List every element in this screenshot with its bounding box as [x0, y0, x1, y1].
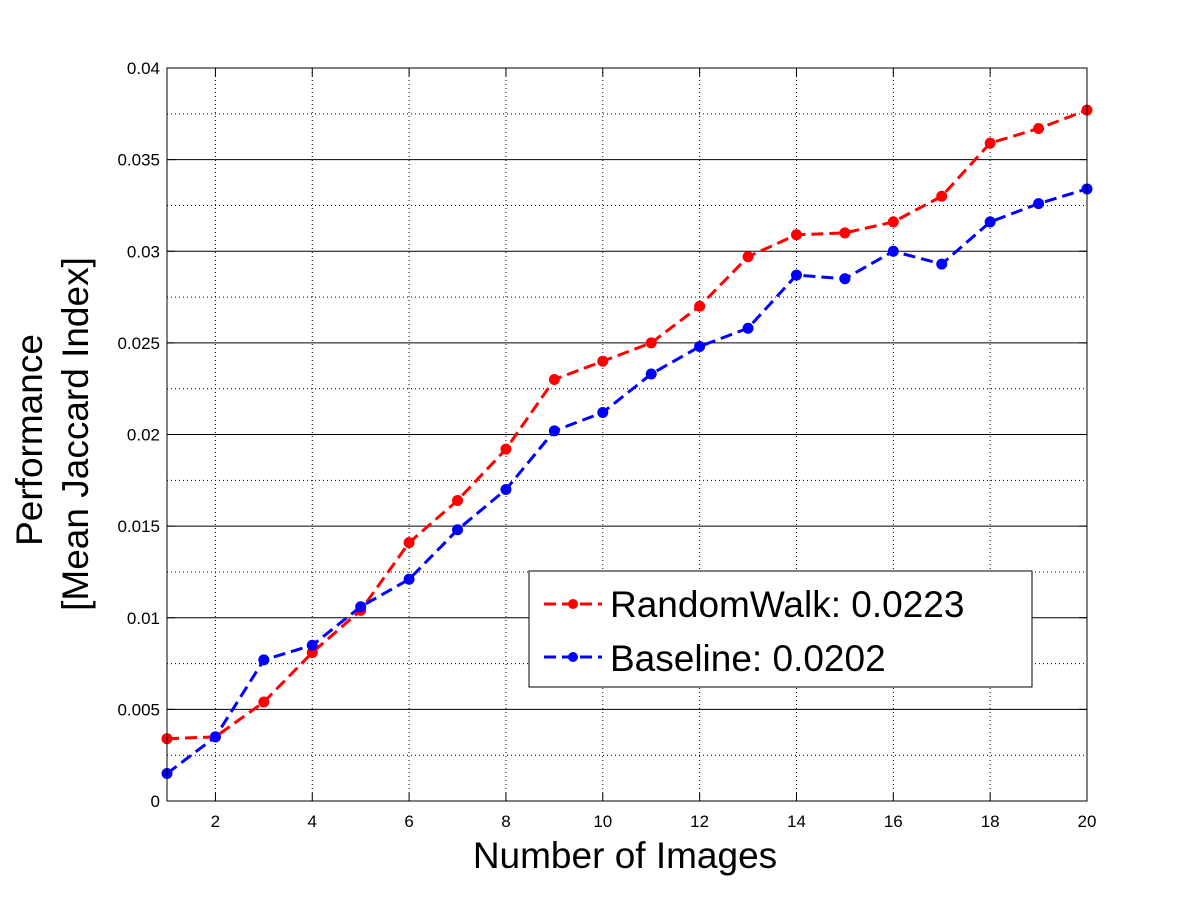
- data-point: [1033, 198, 1045, 210]
- data-point: [500, 443, 512, 455]
- data-point: [887, 245, 899, 257]
- x-tick-label: 10: [593, 812, 612, 831]
- x-tick-label: 20: [1078, 812, 1097, 831]
- grid-lines: [167, 68, 1087, 801]
- x-axis-title: Number of Images: [473, 835, 777, 876]
- x-tick-label: 16: [884, 812, 903, 831]
- data-point: [209, 731, 221, 743]
- data-point: [839, 227, 851, 239]
- data-point: [887, 216, 899, 228]
- data-point: [403, 537, 415, 549]
- data-point: [694, 341, 706, 353]
- y-axis-title: Performance [Mean Jaccard Index]: [9, 257, 96, 611]
- series-1: [161, 183, 1093, 780]
- data-point: [645, 337, 657, 349]
- data-point: [790, 269, 802, 281]
- data-point: [984, 137, 996, 149]
- y-tick-label: 0.025: [117, 334, 160, 353]
- data-point: [936, 190, 948, 202]
- legend-marker-baseline: [568, 652, 578, 662]
- legend-marker-randomwalk: [568, 599, 578, 609]
- data-point: [258, 696, 270, 708]
- data-point: [403, 573, 415, 585]
- x-tick-label: 8: [501, 812, 510, 831]
- data-point: [500, 483, 512, 495]
- x-tick-label: 12: [690, 812, 709, 831]
- data-point: [742, 322, 754, 334]
- x-tick-label: 2: [211, 812, 220, 831]
- y-tick-label: 0.035: [117, 151, 160, 170]
- series-line: [166, 108, 1088, 741]
- legend-box: [528, 570, 1033, 688]
- axis-ticks: 2 4 6 8 10 12 14 16 18 20 0 0.005 0.01 0.015 0.02 0.025…: [117, 59, 1096, 831]
- legend-label-randomwalk: RandomWalk: 0.0223: [610, 584, 964, 625]
- data-point: [839, 273, 851, 285]
- x-tick-label: 4: [308, 812, 317, 831]
- data-point: [645, 368, 657, 380]
- y-tick-label: 0.01: [127, 609, 160, 628]
- y-tick-label: 0.005: [117, 700, 160, 719]
- legend: RandomWalk: 0.0223 Baseline: 0.0202: [528, 570, 1033, 688]
- y-tick-label: 0.04: [127, 59, 160, 78]
- data-point: [258, 654, 270, 666]
- data-point: [694, 300, 706, 312]
- y-axis-title-line-1: Performance: [9, 334, 50, 546]
- data-point: [306, 639, 318, 651]
- data-point: [548, 374, 560, 386]
- data-point: [355, 601, 367, 613]
- legend-label-baseline: Baseline: 0.0202: [610, 638, 886, 679]
- data-point: [548, 425, 560, 437]
- data-point: [984, 216, 996, 228]
- data-point: [452, 494, 464, 506]
- data-point: [597, 407, 609, 419]
- data-point: [742, 251, 754, 263]
- data-point: [452, 524, 464, 536]
- data-point: [597, 355, 609, 367]
- y-tick-label: 0.015: [117, 517, 160, 536]
- y-tick-label: 0: [151, 792, 160, 811]
- x-tick-label: 14: [787, 812, 806, 831]
- data-point: [936, 258, 948, 270]
- data-point: [790, 229, 802, 241]
- y-axis-title-line-2: [Mean Jaccard Index]: [55, 257, 96, 611]
- x-tick-label: 18: [981, 812, 1000, 831]
- y-tick-label: 0.03: [127, 242, 160, 261]
- y-tick-label: 0.02: [127, 426, 160, 445]
- data-point: [1033, 122, 1045, 134]
- x-tick-label: 6: [404, 812, 413, 831]
